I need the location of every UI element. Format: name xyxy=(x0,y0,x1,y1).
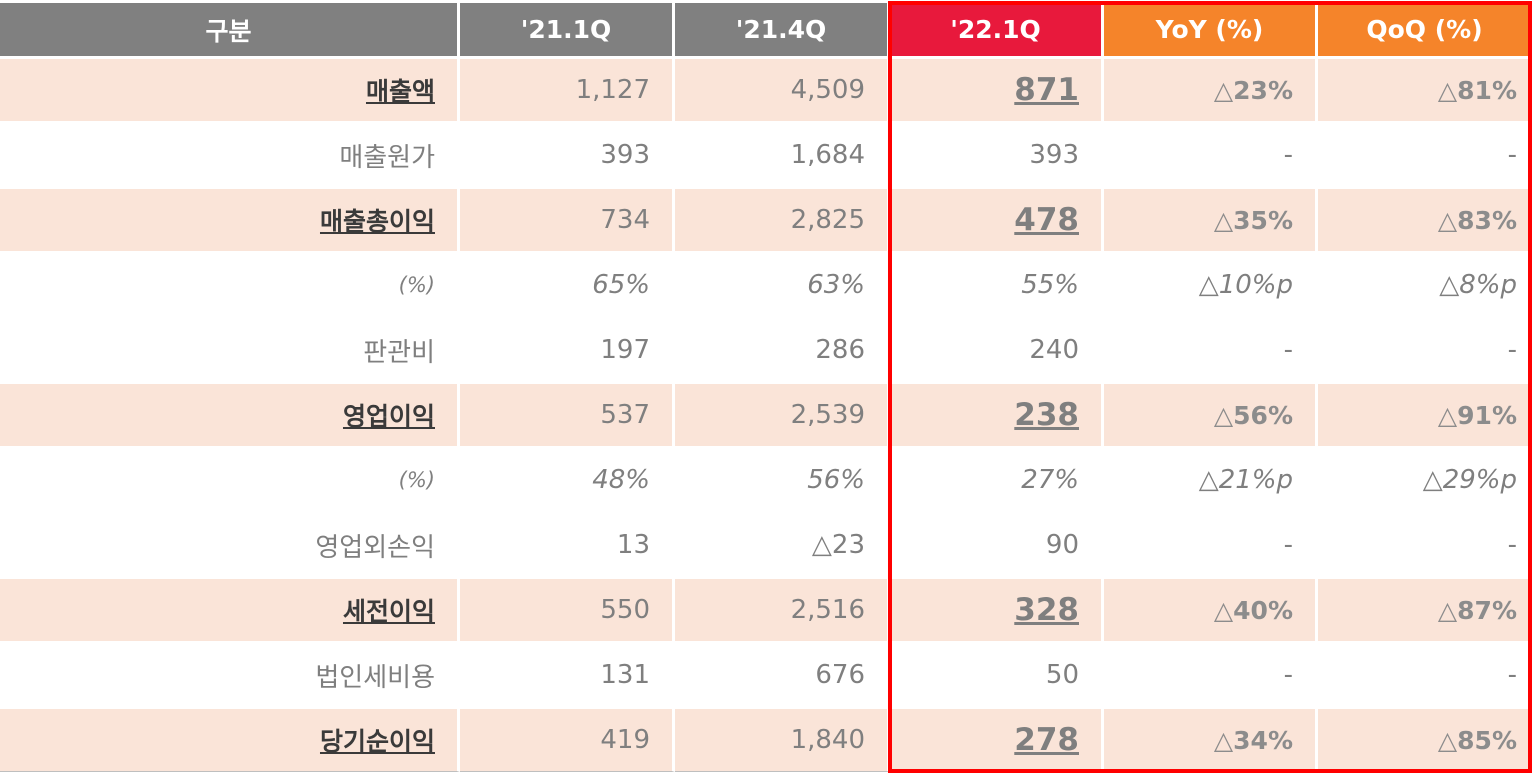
cell-22-1q: 393 xyxy=(890,124,1104,189)
header-21-1q: '21.1Q xyxy=(460,3,675,59)
cell-21-1q: 550 xyxy=(460,579,675,644)
cell-22-1q: 871 xyxy=(890,59,1104,124)
cell-qoq: △91% xyxy=(1318,384,1531,449)
cell-22-1q: 27% xyxy=(890,449,1104,514)
row-income-tax: 법인세비용 131 676 50 - - xyxy=(0,644,1531,709)
cell-qoq: △87% xyxy=(1318,579,1531,644)
row-gross-profit: 매출총이익 734 2,825 478 △35% △83% xyxy=(0,189,1531,254)
cell-qoq: - xyxy=(1318,514,1531,579)
header-qoq: QoQ (%) xyxy=(1318,3,1531,59)
cell-22-1q: 50 xyxy=(890,644,1104,709)
header-22-1q: '22.1Q xyxy=(890,3,1104,59)
cell-21-4q: 2,516 xyxy=(675,579,890,644)
row-net-income: 당기순이익 419 1,840 278 △34% △85% xyxy=(0,709,1531,772)
row-label: 매출액 xyxy=(0,59,460,124)
cell-qoq: - xyxy=(1318,319,1531,384)
cell-21-4q: 1,840 xyxy=(675,709,890,772)
cell-21-4q: 2,825 xyxy=(675,189,890,254)
cell-21-1q: 1,127 xyxy=(460,59,675,124)
cell-21-1q: 13 xyxy=(460,514,675,579)
cell-yoy: △40% xyxy=(1104,579,1318,644)
cell-21-4q: 63% xyxy=(675,254,890,319)
row-label: 세전이익 xyxy=(0,579,460,644)
cell-21-1q: 537 xyxy=(460,384,675,449)
cell-yoy: △56% xyxy=(1104,384,1318,449)
cell-yoy: - xyxy=(1104,124,1318,189)
header-yoy: YoY (%) xyxy=(1104,3,1318,59)
row-label: 판관비 xyxy=(0,319,460,384)
row-label: 당기순이익 xyxy=(0,709,460,772)
row-operating-profit: 영업이익 537 2,539 238 △56% △91% xyxy=(0,384,1531,449)
cell-yoy: △23% xyxy=(1104,59,1318,124)
header-21-4q: '21.4Q xyxy=(675,3,890,59)
row-gross-margin: (%) 65% 63% 55% △10%p △8%p xyxy=(0,254,1531,319)
cell-21-4q: 2,539 xyxy=(675,384,890,449)
cell-qoq: △81% xyxy=(1318,59,1531,124)
row-label: 매출총이익 xyxy=(0,189,460,254)
cell-21-4q: 286 xyxy=(675,319,890,384)
cell-21-4q: 1,684 xyxy=(675,124,890,189)
cell-21-4q: 676 xyxy=(675,644,890,709)
cell-qoq: △8%p xyxy=(1318,254,1531,319)
cell-21-4q: 56% xyxy=(675,449,890,514)
cell-yoy: - xyxy=(1104,514,1318,579)
cell-qoq: - xyxy=(1318,644,1531,709)
row-label: 매출원가 xyxy=(0,124,460,189)
cell-21-1q: 734 xyxy=(460,189,675,254)
row-label: 영업이익 xyxy=(0,384,460,449)
cell-21-1q: 419 xyxy=(460,709,675,772)
row-label: (%) xyxy=(0,449,460,514)
cell-21-1q: 197 xyxy=(460,319,675,384)
cell-yoy: △10%p xyxy=(1104,254,1318,319)
cell-21-1q: 131 xyxy=(460,644,675,709)
header-category: 구분 xyxy=(0,3,460,59)
row-label: 영업외손익 xyxy=(0,514,460,579)
cell-22-1q: 55% xyxy=(890,254,1104,319)
cell-21-4q: 4,509 xyxy=(675,59,890,124)
cell-yoy: △35% xyxy=(1104,189,1318,254)
cell-21-4q: △23 xyxy=(675,514,890,579)
income-statement-table: 구분 '21.1Q '21.4Q '22.1Q YoY (%) QoQ (%) … xyxy=(0,3,1531,772)
row-sga: 판관비 197 286 240 - - xyxy=(0,319,1531,384)
row-pretax-profit: 세전이익 550 2,516 328 △40% △87% xyxy=(0,579,1531,644)
cell-qoq: △83% xyxy=(1318,189,1531,254)
cell-22-1q: 278 xyxy=(890,709,1104,772)
cell-21-1q: 48% xyxy=(460,449,675,514)
cell-qoq: - xyxy=(1318,124,1531,189)
row-label: 법인세비용 xyxy=(0,644,460,709)
header-row: 구분 '21.1Q '21.4Q '22.1Q YoY (%) QoQ (%) xyxy=(0,3,1531,59)
row-label: (%) xyxy=(0,254,460,319)
row-revenue: 매출액 1,127 4,509 871 △23% △81% xyxy=(0,59,1531,124)
cell-yoy: △34% xyxy=(1104,709,1318,772)
cell-qoq: △85% xyxy=(1318,709,1531,772)
row-non-operating: 영업외손익 13 △23 90 - - xyxy=(0,514,1531,579)
cell-22-1q: 90 xyxy=(890,514,1104,579)
cell-21-1q: 65% xyxy=(460,254,675,319)
cell-yoy: - xyxy=(1104,644,1318,709)
row-cost-of-sales: 매출원가 393 1,684 393 - - xyxy=(0,124,1531,189)
row-operating-margin: (%) 48% 56% 27% △21%p △29%p xyxy=(0,449,1531,514)
cell-22-1q: 238 xyxy=(890,384,1104,449)
cell-yoy: - xyxy=(1104,319,1318,384)
cell-22-1q: 240 xyxy=(890,319,1104,384)
cell-21-1q: 393 xyxy=(460,124,675,189)
cell-22-1q: 478 xyxy=(890,189,1104,254)
cell-yoy: △21%p xyxy=(1104,449,1318,514)
cell-qoq: △29%p xyxy=(1318,449,1531,514)
cell-22-1q: 328 xyxy=(890,579,1104,644)
